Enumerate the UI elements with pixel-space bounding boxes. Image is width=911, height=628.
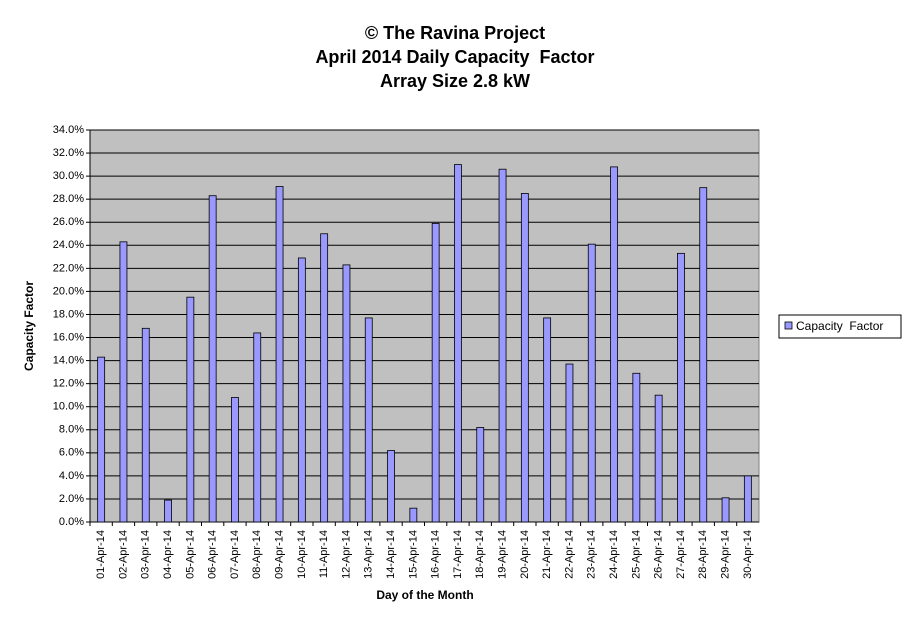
bar: [97, 356, 106, 523]
y-tick-label: 22.0%: [53, 262, 84, 274]
bar: [387, 450, 395, 523]
x-tick-label: 10-Apr-14: [296, 530, 308, 579]
x-tick-label: 19-Apr-14: [496, 530, 508, 579]
x-tick-label: 13-Apr-14: [363, 530, 375, 579]
bar: [743, 475, 752, 523]
x-tick-label: 16-Apr-14: [430, 530, 442, 579]
x-tick-label: 08-Apr-14: [251, 530, 263, 579]
x-tick-label: 09-Apr-14: [273, 530, 285, 579]
bar: [164, 499, 172, 523]
x-tick-label: 14-Apr-14: [385, 530, 397, 579]
bar: [320, 233, 329, 523]
bar: [342, 264, 351, 523]
bar: [654, 394, 663, 523]
bar: [520, 193, 529, 523]
y-tick-label: 28.0%: [53, 193, 84, 205]
x-tick-label: 27-Apr-14: [675, 530, 687, 579]
x-tick-label: 25-Apr-14: [630, 530, 642, 579]
bar: [476, 427, 485, 523]
y-tick-label: 26.0%: [53, 216, 84, 228]
bar: [208, 195, 217, 523]
x-tick-label: 23-Apr-14: [586, 530, 598, 579]
x-tick-label: 20-Apr-14: [519, 530, 531, 579]
chart-title: © The Ravina Project: [365, 23, 545, 43]
x-tick-label: 07-Apr-14: [229, 530, 241, 579]
bar: [275, 186, 284, 523]
bar: [253, 332, 262, 523]
bar: [565, 363, 574, 523]
x-tick-label: 04-Apr-14: [162, 530, 174, 579]
x-tick-label: 18-Apr-14: [474, 530, 486, 579]
bar: [721, 497, 730, 523]
y-tick-label: 24.0%: [53, 239, 84, 251]
bar: [610, 166, 618, 523]
x-tick-label: 26-Apr-14: [653, 530, 665, 579]
bar: [431, 222, 440, 523]
y-tick-label: 2.0%: [59, 493, 84, 505]
bar: [119, 241, 128, 523]
x-tick-label: 06-Apr-14: [207, 530, 219, 579]
y-tick-label: 4.0%: [59, 470, 84, 482]
bar: [632, 372, 641, 523]
x-tick-label: 12-Apr-14: [340, 530, 352, 579]
x-tick-label: 01-Apr-14: [95, 530, 107, 579]
bar: [409, 507, 418, 523]
bar: [186, 296, 195, 523]
x-tick-label: 29-Apr-14: [719, 530, 731, 579]
x-tick-label: 28-Apr-14: [697, 530, 709, 579]
y-tick-label: 14.0%: [53, 354, 84, 366]
x-tick-label: 05-Apr-14: [184, 530, 196, 579]
bar: [587, 243, 596, 523]
y-tick-label: 6.0%: [59, 447, 84, 459]
y-axis-label: Capacity Factor: [22, 281, 36, 371]
y-tick-label: 16.0%: [53, 331, 84, 343]
chart-title: April 2014 Daily Capacity Factor: [315, 47, 594, 67]
x-tick-label: 17-Apr-14: [452, 530, 464, 579]
x-tick-label: 15-Apr-14: [407, 530, 419, 579]
plot-area: [89, 129, 760, 523]
x-tick-label: 22-Apr-14: [563, 530, 575, 579]
y-tick-label: 34.0%: [53, 124, 84, 136]
bar: [364, 317, 373, 523]
bar: [141, 327, 150, 523]
x-tick-label: 02-Apr-14: [117, 530, 129, 579]
bar: [699, 187, 708, 523]
y-tick-label: 18.0%: [53, 308, 84, 320]
y-tick-label: 12.0%: [53, 378, 84, 390]
legend-swatch: [784, 321, 793, 330]
y-tick-label: 30.0%: [53, 170, 84, 182]
bar: [454, 164, 462, 523]
bar: [677, 252, 685, 523]
legend-label: Capacity Factor: [796, 319, 883, 333]
x-tick-label: 11-Apr-14: [318, 530, 330, 578]
x-tick-label: 03-Apr-14: [140, 530, 152, 579]
bar: [543, 317, 552, 523]
x-tick-label: 30-Apr-14: [742, 530, 754, 579]
y-tick-label: 8.0%: [59, 424, 84, 436]
chart-title: Array Size 2.8 kW: [380, 71, 530, 91]
bar: [231, 397, 239, 523]
x-tick-label: 21-Apr-14: [541, 530, 553, 579]
y-tick-label: 32.0%: [53, 147, 84, 159]
bar: [498, 168, 507, 523]
x-axis-label: Day of the Month: [376, 588, 473, 602]
x-tick-label: 24-Apr-14: [608, 530, 620, 579]
bar: [297, 257, 306, 523]
y-tick-label: 20.0%: [53, 285, 84, 297]
y-tick-label: 0.0%: [59, 516, 84, 528]
legend-box: [778, 314, 902, 339]
y-tick-label: 10.0%: [53, 401, 84, 413]
